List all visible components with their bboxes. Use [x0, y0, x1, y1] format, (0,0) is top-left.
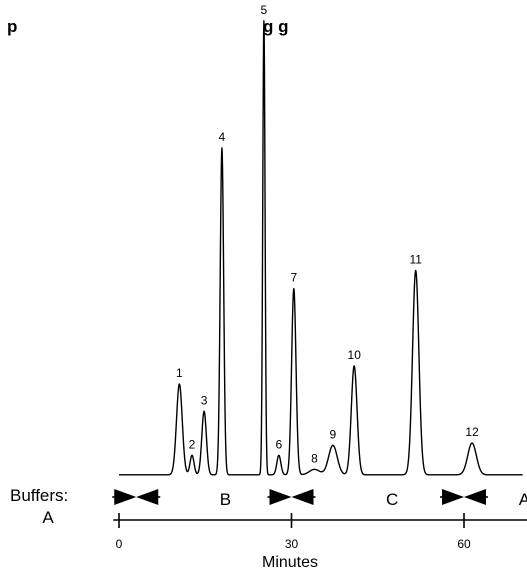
- x-tick-label-30: 30: [285, 537, 299, 551]
- x-tick-label-0: 0: [116, 537, 123, 551]
- buffer-row: Buffers: A B C A: [10, 486, 527, 527]
- buffer-transition-1: [112, 489, 161, 505]
- buffer-label-a: A: [519, 490, 527, 509]
- peak-label-3: 3: [201, 393, 208, 407]
- buffer-segment-labels: AB C A: [42, 490, 527, 527]
- x-axis-ticks: 0 30 60: [116, 513, 471, 551]
- buffer-label-c: C: [386, 490, 398, 509]
- chart-title: p g g: [7, 17, 288, 36]
- arrow-right-icon: [114, 489, 137, 505]
- x-axis-title: Minutes: [262, 554, 318, 571]
- arrow-right-icon: [442, 489, 464, 505]
- x-axis: 0 30 60 Minutes: [113, 513, 527, 571]
- arrow-right-icon: [269, 489, 292, 505]
- peak-label-2: 2: [189, 437, 196, 451]
- peak-label-9: 9: [330, 427, 337, 441]
- arrow-left-icon: [136, 489, 159, 505]
- buffer-transition-3: [440, 489, 488, 505]
- buffer-label-b: B: [220, 490, 231, 509]
- peak-label-8: 8: [311, 451, 318, 465]
- peak-label-11: 11: [409, 253, 422, 267]
- peak-label-5: 5: [261, 3, 268, 17]
- peak-label-4: 4: [219, 130, 226, 144]
- buffers-label: Buffers:: [10, 486, 68, 505]
- arrow-left-icon: [291, 489, 314, 505]
- peak-label-10: 10: [348, 348, 362, 362]
- x-tick-label-60: 60: [457, 537, 471, 551]
- buffer-transition-2: [267, 489, 316, 505]
- chromatogram-trace: [118, 20, 524, 476]
- buffer-transition-arrows: [112, 489, 488, 505]
- peak-label-6: 6: [276, 437, 283, 451]
- peak-label-7: 7: [290, 271, 297, 285]
- peak-label-1: 1: [176, 366, 183, 380]
- buffer-label-a: A: [42, 508, 54, 527]
- peak-label-12: 12: [465, 425, 479, 439]
- arrow-left-icon: [464, 489, 486, 505]
